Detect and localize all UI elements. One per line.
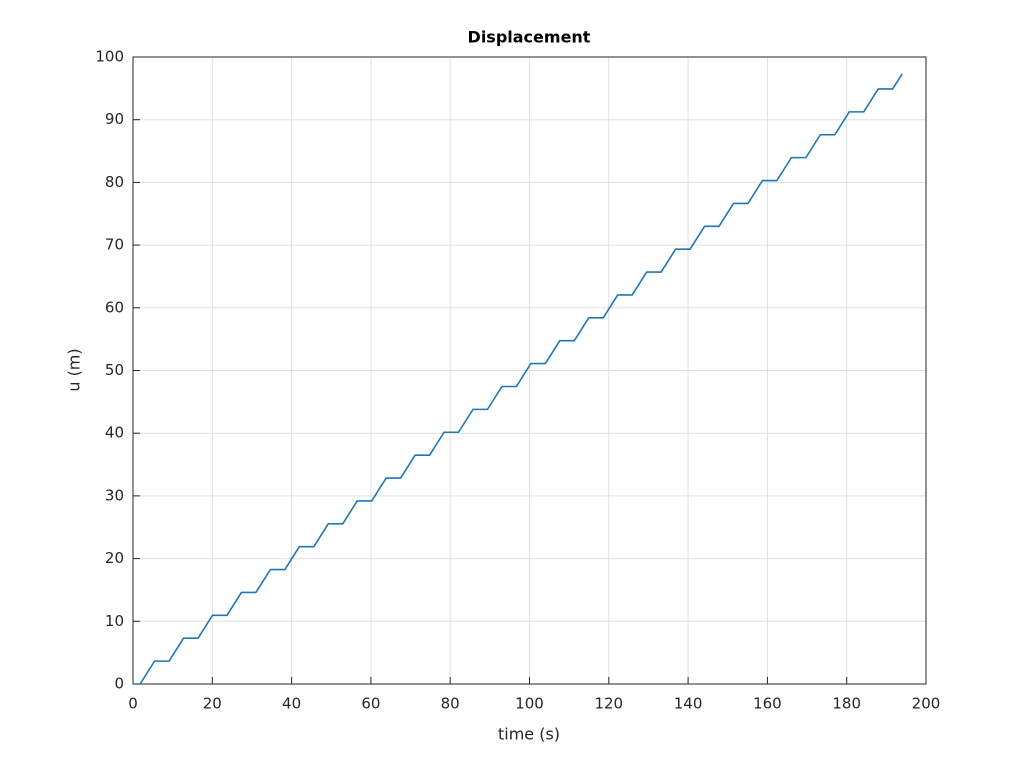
x-tick-label: 100 [515,695,544,713]
y-tick-label: 30 [105,486,124,504]
y-tick-label: 40 [105,424,124,442]
y-tick-label: 0 [114,675,124,693]
x-axis-label: time (s) [498,725,560,744]
x-tick-label: 0 [128,695,138,713]
chart-title: Displacement [468,28,591,47]
y-tick-label: 50 [105,361,124,379]
x-tick-label: 40 [282,695,301,713]
y-tick-label: 10 [105,612,124,630]
y-tick-label: 70 [105,236,124,254]
y-tick-label: 80 [105,173,124,191]
x-tick-label: 180 [832,695,861,713]
x-tick-label: 160 [753,695,782,713]
x-tick-label: 120 [594,695,623,713]
plot-frame [132,56,927,685]
y-tick-label: 60 [105,298,124,316]
y-axis-label: u (m) [65,348,84,391]
x-tick-label: 140 [674,695,703,713]
y-tick-label: 100 [95,48,124,66]
x-tick-label: 60 [361,695,380,713]
y-tick-label: 20 [105,549,124,567]
x-tick-label: 200 [912,695,941,713]
y-tick-label: 90 [105,110,124,128]
x-tick-label: 80 [441,695,460,713]
data-line [133,73,903,685]
x-tick-label: 20 [203,695,222,713]
